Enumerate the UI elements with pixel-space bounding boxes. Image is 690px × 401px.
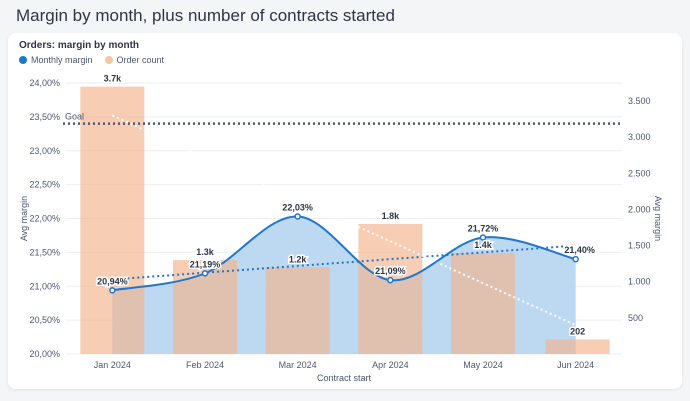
- y-tick-left: 20,50%: [29, 315, 60, 325]
- x-tick-label: Feb 2024: [186, 360, 224, 370]
- x-axis-title: Contract start: [317, 373, 372, 383]
- margin-point: [294, 213, 301, 220]
- count-data-label: 202: [570, 326, 585, 336]
- count-data-label: 1.8k: [382, 211, 401, 221]
- order-count-bar: [80, 86, 145, 354]
- x-tick-label: Apr 2024: [372, 360, 409, 370]
- count-data-label: 1.2k: [289, 254, 308, 264]
- y-axis-title-left: Avg margin: [19, 196, 29, 241]
- x-tick-label: Jan 2024: [94, 360, 131, 370]
- y-tick-right: 500: [628, 313, 643, 323]
- legend: Monthly margin Order count: [19, 55, 164, 65]
- count-data-label: 1.4k: [474, 240, 493, 250]
- y-tick-left: 20,00%: [29, 349, 60, 359]
- x-tick-label: May 2024: [463, 360, 503, 370]
- legend-label-count: Order count: [116, 55, 165, 65]
- y-tick-right: 3.500: [628, 96, 651, 106]
- margin-data-label: 20,94%: [97, 276, 128, 286]
- legend-label-margin: Monthly margin: [31, 55, 93, 65]
- y-tick-left: 22,00%: [29, 214, 60, 224]
- margin-point: [109, 287, 116, 294]
- y-tick-right: 2.500: [628, 168, 651, 178]
- x-tick-label: Mar 2024: [279, 360, 317, 370]
- margin-data-label: 21,09%: [375, 266, 406, 276]
- legend-item-margin[interactable]: Monthly margin: [19, 55, 93, 65]
- margin-point: [201, 270, 209, 277]
- y-tick-left: 21,00%: [29, 281, 60, 291]
- count-data-label: 3.7k: [104, 74, 123, 84]
- chart-title: Orders: margin by month: [19, 40, 140, 51]
- y-tick-left: 22,50%: [29, 180, 60, 190]
- x-tick-label: Jun 2024: [557, 360, 594, 370]
- margin-point: [572, 255, 579, 263]
- legend-item-count[interactable]: Order count: [104, 55, 165, 65]
- order-count-bar: [265, 267, 330, 354]
- margin-point: [479, 234, 487, 241]
- goal-label: Goal: [65, 112, 84, 122]
- y-tick-right: 3.000: [628, 132, 651, 142]
- margin-line: [112, 215, 576, 292]
- y-tick-left: 24,00%: [29, 78, 60, 88]
- count-data-label: 1.3k: [196, 247, 215, 257]
- margin-data-label: 22,03%: [282, 202, 313, 212]
- margin-data-label: 21,72%: [468, 223, 499, 233]
- page-title: Margin by month, plus number of contract…: [16, 6, 395, 25]
- y-tick-right: 1.000: [628, 277, 651, 287]
- y-tick-left: 21,50%: [29, 247, 60, 257]
- legend-swatch-margin: [19, 56, 27, 64]
- y-tick-right: 2.000: [628, 204, 651, 214]
- y-tick-right: 1.500: [628, 241, 651, 251]
- margin-point: [387, 276, 394, 284]
- y-tick-left: 23,50%: [29, 112, 60, 122]
- legend-swatch-count: [104, 56, 113, 64]
- order-count-bar: [358, 223, 423, 354]
- margin-data-label: 21,19%: [190, 259, 221, 269]
- y-tick-left: 23,00%: [29, 146, 60, 156]
- order-count-bar: [451, 252, 515, 354]
- y-axis-title-right: Avg margin: [653, 196, 663, 241]
- margin-data-label: 21,40%: [564, 245, 595, 255]
- order-count-bar: [545, 339, 610, 354]
